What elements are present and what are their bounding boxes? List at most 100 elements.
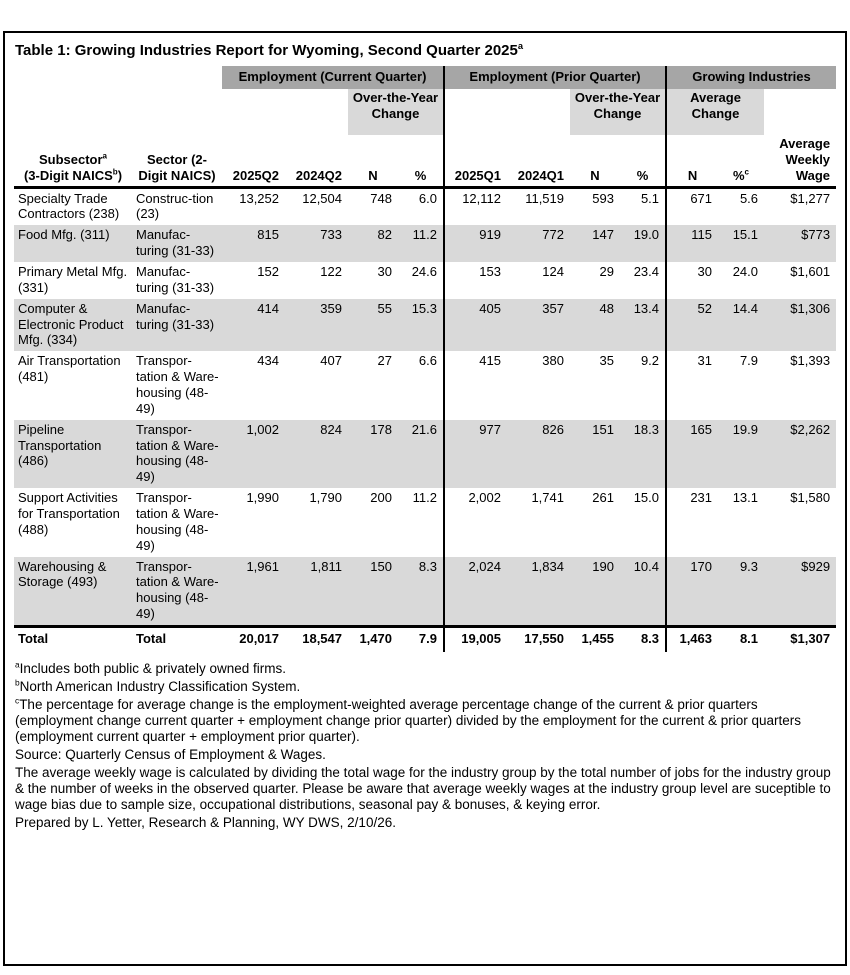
table-row: Warehousing & Storage (493) Transpor-tati… xyxy=(14,556,837,627)
cell-value: 9.2 xyxy=(640,353,660,369)
cell-value: 15.0 xyxy=(633,490,660,506)
cell-value: 19.9 xyxy=(718,419,765,489)
cell-sector: Transpor-tation & Ware-housing (48-49) xyxy=(132,419,222,489)
footnote: The average weekly wage is calculated by… xyxy=(15,765,831,813)
col-header-2024q1: 2024Q1 xyxy=(507,135,570,189)
cell-sector: Transpor-tation & Ware-housing (48-49) xyxy=(136,490,219,553)
cell-subsector: Computer & Electronic Product Mfg. (334) xyxy=(14,298,132,352)
cell-value: 27 xyxy=(377,353,392,369)
cell-value: 21.6 xyxy=(398,419,444,489)
cell-value: 1,455 xyxy=(570,625,620,652)
cell-value: 824 xyxy=(285,419,348,489)
cell-value: 15.1 xyxy=(718,225,765,263)
subheader-spacer xyxy=(764,89,837,135)
cell-sector: Construc-tion (23) xyxy=(136,190,214,222)
cell-value: 919 xyxy=(443,225,507,263)
cell-value: 13,252 xyxy=(239,190,279,206)
page-title-text: Table 1: Growing Industries Report for W… xyxy=(15,42,518,59)
cell-value: 407 xyxy=(320,353,342,369)
col-header-naics-text: (3-Digit NAICS xyxy=(23,167,113,183)
cell-value: 153 xyxy=(443,262,507,299)
footnote-marker: c xyxy=(15,695,20,706)
cell-value: 9.3 xyxy=(718,556,765,627)
col-header-sector: Sector (2-Digit NAICS) xyxy=(132,135,222,189)
table-row: Support Activities for Transportation (4… xyxy=(14,488,836,557)
cell-sector: Manufac-turing (31-33) xyxy=(136,264,215,295)
cell-value: 1,961 xyxy=(222,556,285,627)
cell-value: $773 xyxy=(764,225,837,263)
cell-value: $1,307 xyxy=(764,625,837,652)
cell-value: 733 xyxy=(285,225,348,263)
subheader-average-change: Average Change xyxy=(665,89,765,135)
cell-value: 748 xyxy=(370,190,392,206)
subheader-spacer xyxy=(14,89,348,135)
group-header-employment-prior-quarter: Employment (Prior Quarter) xyxy=(442,66,667,89)
cell-value: 35 xyxy=(599,353,614,369)
cell-value: 170 xyxy=(665,556,719,627)
subheader-over-the-year-change-current: Over-the-Year Change xyxy=(348,89,444,135)
cell-value: 8.3 xyxy=(398,556,444,627)
cell-value: 2,024 xyxy=(443,556,507,627)
page-title: Table 1: Growing Industries Report for W… xyxy=(15,41,836,59)
cell-value: $1,306 xyxy=(764,298,837,352)
cell-value: 10.4 xyxy=(620,556,667,627)
cell-value: $1,393 xyxy=(790,353,831,369)
cell-subsector: Air Transportation (481) xyxy=(18,353,121,385)
cell-value: 414 xyxy=(222,298,285,352)
cell-value: 150 xyxy=(348,556,398,627)
cell-value: 12,504 xyxy=(302,190,342,206)
col-header-n-growing: N xyxy=(665,135,719,189)
cell-value: 671 xyxy=(665,187,719,226)
cell-subsector: Total xyxy=(14,625,132,652)
col-header-pct-current: % xyxy=(398,135,444,189)
table-row: Air Transportation (481) Transpor-tation … xyxy=(14,351,836,420)
cell-value: 30 xyxy=(377,264,392,280)
cell-value: 357 xyxy=(507,298,570,352)
subheader-row: Over-the-Year Change Over-the-Year Chang… xyxy=(14,89,837,135)
col-header-2025q1: 2025Q1 xyxy=(443,135,507,189)
cell-value: 1,002 xyxy=(222,419,285,489)
cell-value: $1,580 xyxy=(790,490,831,506)
cell-value: 11.2 xyxy=(398,225,444,263)
total-row: Total Total 20,017 18,547 1,470 7.9 19,005 17,5… xyxy=(14,625,837,652)
table-row: Primary Metal Mfg. (331) Manufac-turing (… xyxy=(14,262,836,299)
cell-value: 231 xyxy=(665,488,719,557)
cell-value: 5.1 xyxy=(640,190,660,206)
cell-value: $1,601 xyxy=(790,264,831,280)
footnote: Source: Quarterly Census of Employment &… xyxy=(15,747,326,763)
cell-value: 8.3 xyxy=(620,625,667,652)
cell-subsector: Warehousing & Storage (493) xyxy=(14,556,132,627)
footnote-marker: b xyxy=(15,677,20,688)
cell-subsector: Specialty Trade Contractors (238) xyxy=(18,190,120,222)
cell-subsector: Support Activities for Transportation (4… xyxy=(18,490,120,537)
footnote: aIncludes both public & privately owned … xyxy=(15,659,287,676)
cell-value: 18.3 xyxy=(620,419,667,489)
cell-value: 1,741 xyxy=(531,490,564,506)
cell-value: 122 xyxy=(320,264,342,280)
cell-value: 152 xyxy=(257,264,279,280)
col-header-2025q2: 2025Q2 xyxy=(222,135,285,189)
cell-value: 24.6 xyxy=(411,264,437,280)
cell-subsector: Primary Metal Mfg. (331) xyxy=(18,264,128,295)
cell-value: 48 xyxy=(570,298,620,352)
cell-value: 20,017 xyxy=(222,625,285,652)
cell-value: 380 xyxy=(542,353,564,369)
table-row: Specialty Trade Contractors (238) Constru… xyxy=(14,187,836,226)
cell-sector: Manufac-turing (31-33) xyxy=(132,298,222,352)
growing-industries-table: Employment (Current Quarter) Employment … xyxy=(14,66,837,652)
cell-subsector: Pipeline Transportation (486) xyxy=(14,419,132,489)
cell-value: 18,547 xyxy=(285,625,348,652)
table-body: Specialty Trade Contractors (238) Constru… xyxy=(14,187,837,652)
cell-value: $1,277 xyxy=(790,190,831,206)
footnotes: aIncludes both public & privately owned … xyxy=(14,659,836,832)
cell-value: 415 xyxy=(443,351,507,420)
col-header-pct-prior: % xyxy=(620,135,667,189)
col-header-naics-close: ) xyxy=(117,167,123,183)
cell-value: 1,463 xyxy=(665,625,719,652)
group-header-employment-current-quarter: Employment (Current Quarter) xyxy=(222,66,444,89)
cell-value: 82 xyxy=(348,225,398,263)
cell-value: 24.0 xyxy=(732,264,759,280)
cell-value: 6.0 xyxy=(418,190,437,206)
cell-value: 7.9 xyxy=(398,625,444,652)
cell-subsector: Food Mfg. (311) xyxy=(14,225,132,263)
